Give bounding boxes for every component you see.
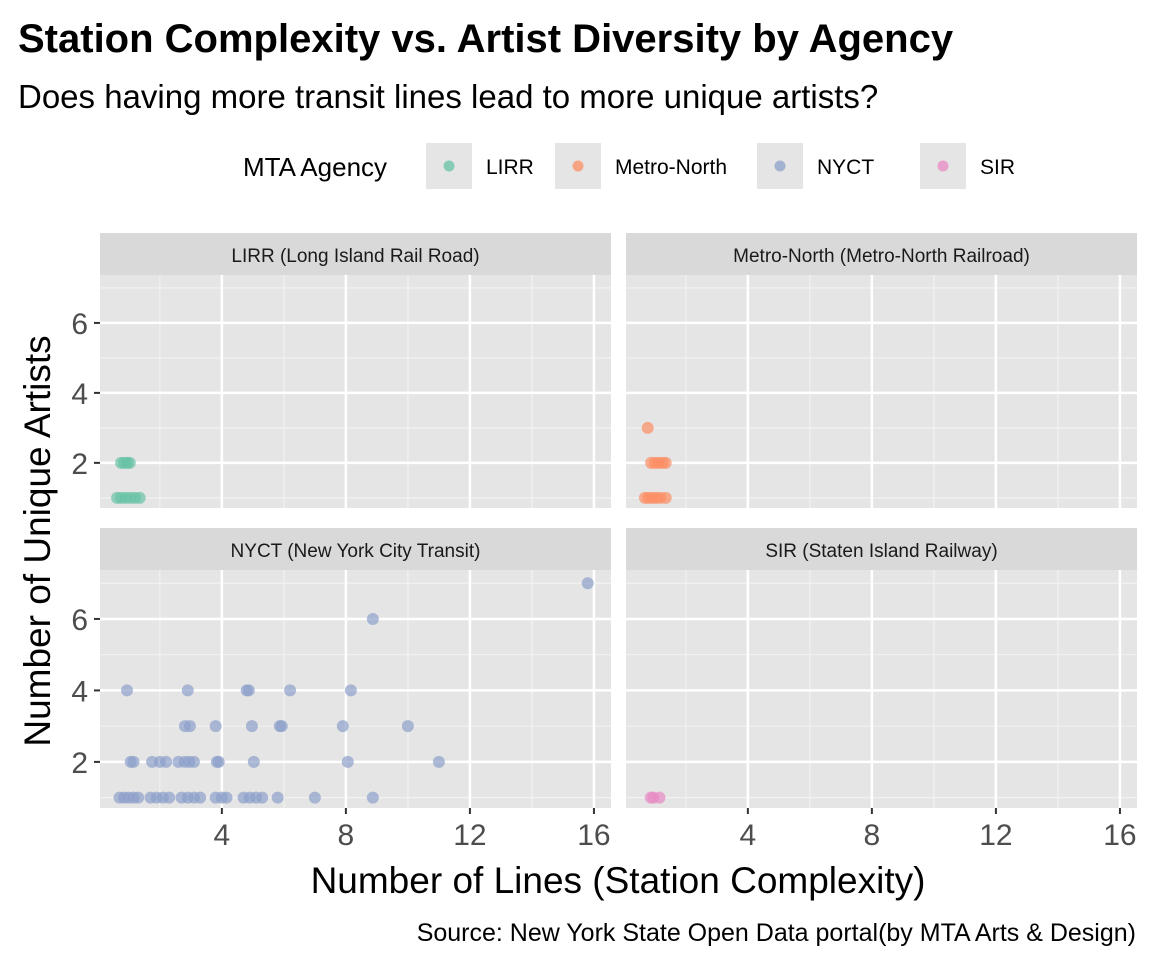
data-point [581,577,594,590]
data-point [163,791,176,804]
facet-strip-label: LIRR (Long Island Rail Road) [231,246,479,267]
facet-strip-label: SIR (Staten Island Railway) [765,541,997,562]
data-point [641,421,654,434]
legend-marker [937,160,949,172]
chart-caption: Source: New York State Open Data portal(… [417,919,1136,947]
facet-panel: NYCT (New York City Transit) 2 4 6 4 8 12 16 [71,528,611,852]
data-point [284,684,297,697]
data-point [245,720,258,733]
data-point [181,684,194,697]
data-point [366,791,379,804]
facet-strip [626,233,1137,275]
data-point [247,755,260,768]
x-axis-title: Number of Lines (Station Complexity) [311,860,926,901]
y-tick-label: 4 [71,675,88,708]
data-point [187,755,200,768]
data-point [275,720,288,733]
data-point [659,456,672,469]
data-point [120,684,133,697]
y-tick-label: 6 [71,604,88,637]
facet-panel: LIRR (Long Island Rail Road) 2 4 6 [71,233,611,508]
facet-strip [100,233,611,275]
data-point [220,791,233,804]
facet-panels: LIRR (Long Island Rail Road) 2 4 6 Metro-Nor… [71,233,1137,852]
legend-marker [572,160,584,172]
data-point [271,791,284,804]
data-point [344,684,357,697]
data-point [209,720,222,733]
data-point [183,720,196,733]
data-point [212,755,225,768]
facet-panel: SIR (Staten Island Railway) 4 8 12 16 [626,528,1137,852]
data-point [659,491,672,504]
data-point [336,720,349,733]
x-tick-label: 8 [338,819,355,852]
data-point [308,791,321,804]
x-tick-label: 8 [864,819,881,852]
data-point [242,684,255,697]
data-point [160,755,173,768]
x-tick-label: 16 [577,819,610,852]
data-point [133,491,146,504]
legend-label: Metro-North [615,156,727,179]
legend-label: NYCT [817,156,874,179]
facet-strip-label: NYCT (New York City Transit) [231,541,481,562]
chart-subtitle: Does having more transit lines lead to m… [18,78,878,115]
chart-title: Station Complexity vs. Artist Diversity … [18,17,954,61]
panel-background [626,275,1137,508]
data-point [123,456,136,469]
y-tick-label: 6 [71,308,88,341]
y-axis-title: Number of Unique Artists [17,335,58,746]
y-tick-label: 2 [71,448,88,481]
data-point [127,755,140,768]
x-tick-label: 16 [1103,819,1136,852]
legend-marker [774,160,786,172]
data-point [194,791,207,804]
facet-strip [100,528,611,570]
legend-marker [443,160,455,172]
x-tick-label: 12 [453,819,486,852]
legend-label: SIR [980,156,1015,179]
data-point [256,791,269,804]
data-point [341,755,354,768]
legend: MTA Agency LIRR Metro-North NYCT SIR [243,143,1015,189]
legend-label: LIRR [486,156,534,179]
facet-panel: Metro-North (Metro-North Railroad) [626,233,1137,508]
x-tick-label: 12 [979,819,1012,852]
legend-title: MTA Agency [243,152,387,182]
data-point [432,755,445,768]
panel-background [100,275,611,508]
facet-strip [626,528,1137,570]
data-point [653,791,666,804]
data-point [366,612,379,625]
panel-background [626,570,1137,808]
y-tick-label: 2 [71,747,88,780]
x-tick-label: 4 [740,819,757,852]
data-point [132,791,145,804]
x-tick-label: 4 [214,819,231,852]
data-point [401,720,414,733]
y-tick-label: 4 [71,378,88,411]
facet-strip-label: Metro-North (Metro-North Railroad) [733,246,1030,267]
